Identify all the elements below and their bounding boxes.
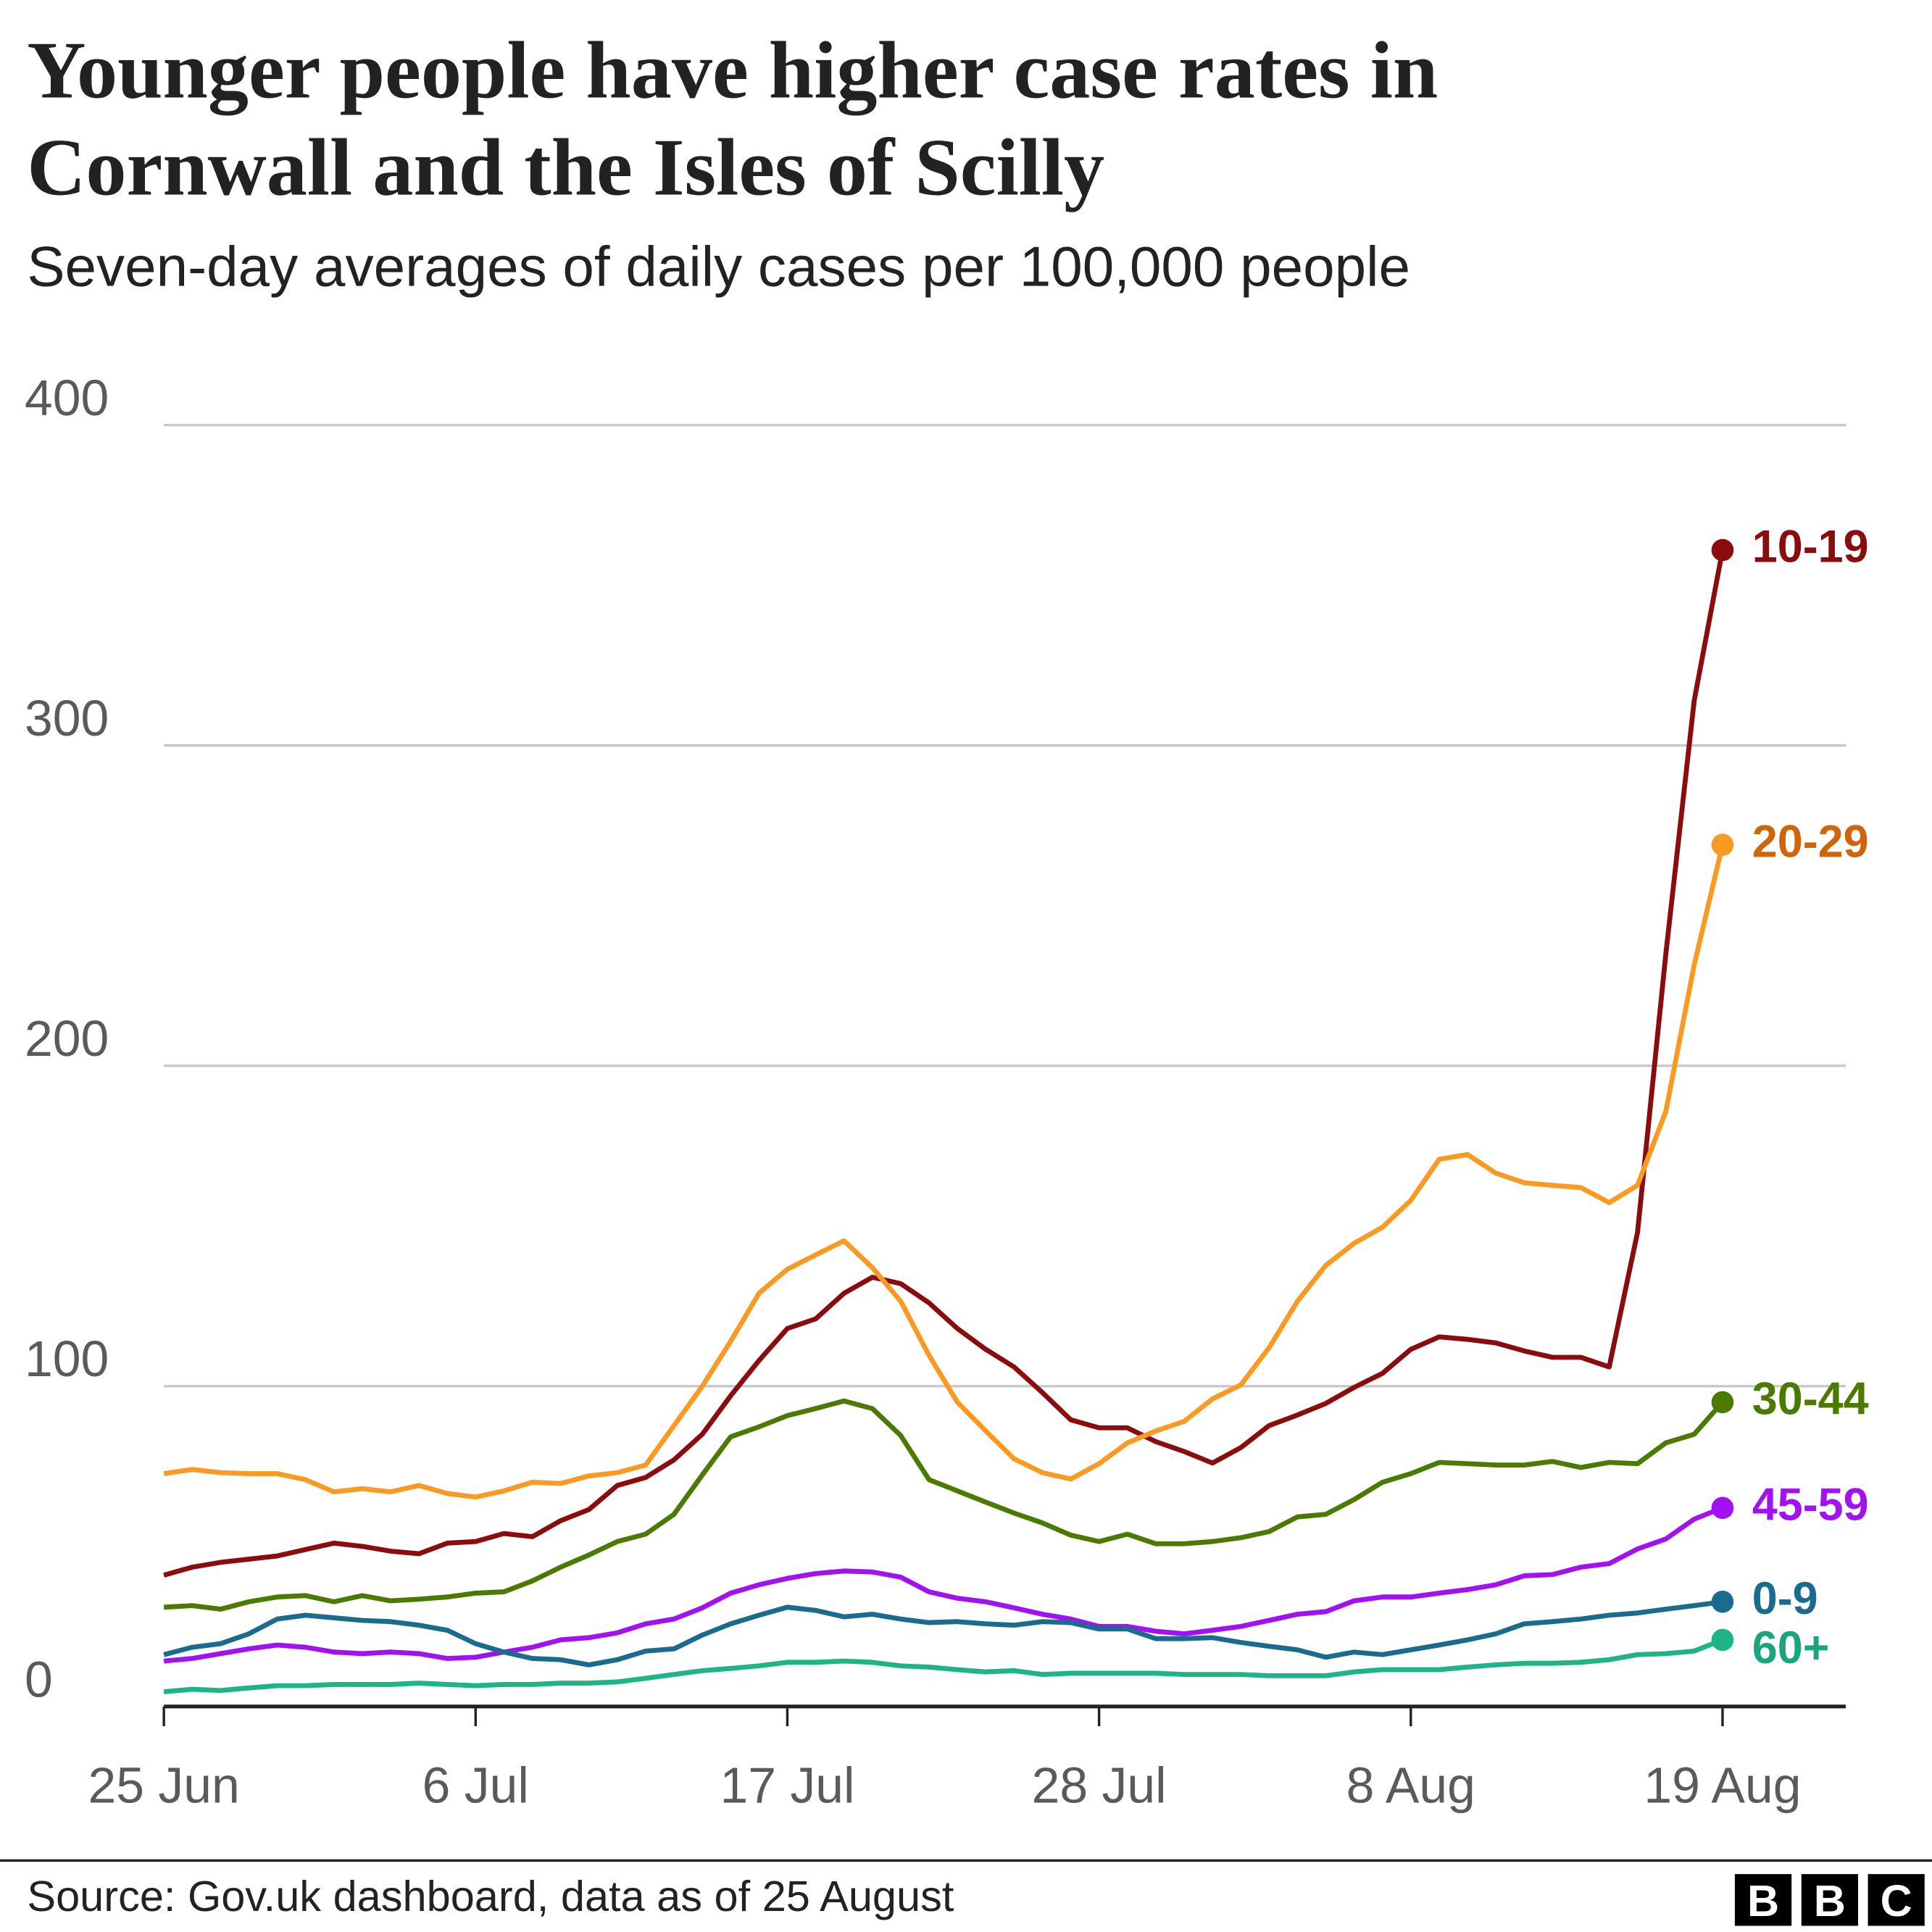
x-tick-label: 25 Jun <box>88 1757 239 1813</box>
x-tick-label: 6 Jul <box>422 1757 529 1813</box>
series-line <box>163 1599 1723 1667</box>
logo-letter: C <box>1881 1876 1912 1925</box>
x-tick-label: 17 Jul <box>720 1757 854 1813</box>
series-line <box>163 549 1725 1578</box>
end-point <box>1711 833 1734 856</box>
end-point <box>1711 1496 1734 1520</box>
y-tick-label: 200 <box>25 1010 109 1067</box>
legend-label: 30-44 <box>1752 1373 1869 1424</box>
end-point <box>1711 538 1734 562</box>
end-point <box>1711 1628 1734 1652</box>
end-point <box>1711 1391 1734 1414</box>
chart-title: Cornwall and the Isles of Scilly <box>27 123 1104 213</box>
end-point <box>1711 1590 1734 1613</box>
legend-label: 10-19 <box>1752 522 1869 572</box>
y-tick-label: 300 <box>25 690 109 746</box>
source-note: Source: Gov.uk dashboard, data as of 25 … <box>27 1872 954 1920</box>
logo-letter: B <box>1747 1876 1779 1925</box>
series-line <box>163 844 1725 1500</box>
chart-title: Younger people have higher case rates in <box>27 25 1438 115</box>
x-tick-label: 19 Aug <box>1644 1757 1801 1813</box>
y-tick-label: 0 <box>25 1651 53 1707</box>
logo-box <box>1801 1874 1858 1926</box>
logo-letter: B <box>1814 1876 1846 1925</box>
series-line <box>163 1505 1724 1664</box>
series-line <box>163 1637 1724 1694</box>
chart-subtitle: Seven-day averages of daily cases per 10… <box>27 234 1410 298</box>
x-tick-label: 28 Jul <box>1032 1757 1167 1813</box>
legend-label: 20-29 <box>1752 816 1869 867</box>
logo-box <box>1868 1874 1925 1926</box>
x-tick-label: 8 Aug <box>1346 1757 1475 1813</box>
y-tick-label: 100 <box>25 1331 109 1387</box>
legend-label: 60+ <box>1752 1623 1830 1673</box>
series-line <box>163 1398 1725 1612</box>
legend-label: 0-9 <box>1752 1573 1818 1624</box>
logo-box <box>1734 1874 1792 1926</box>
legend-label: 45-59 <box>1752 1479 1869 1530</box>
y-tick-label: 400 <box>25 370 109 426</box>
